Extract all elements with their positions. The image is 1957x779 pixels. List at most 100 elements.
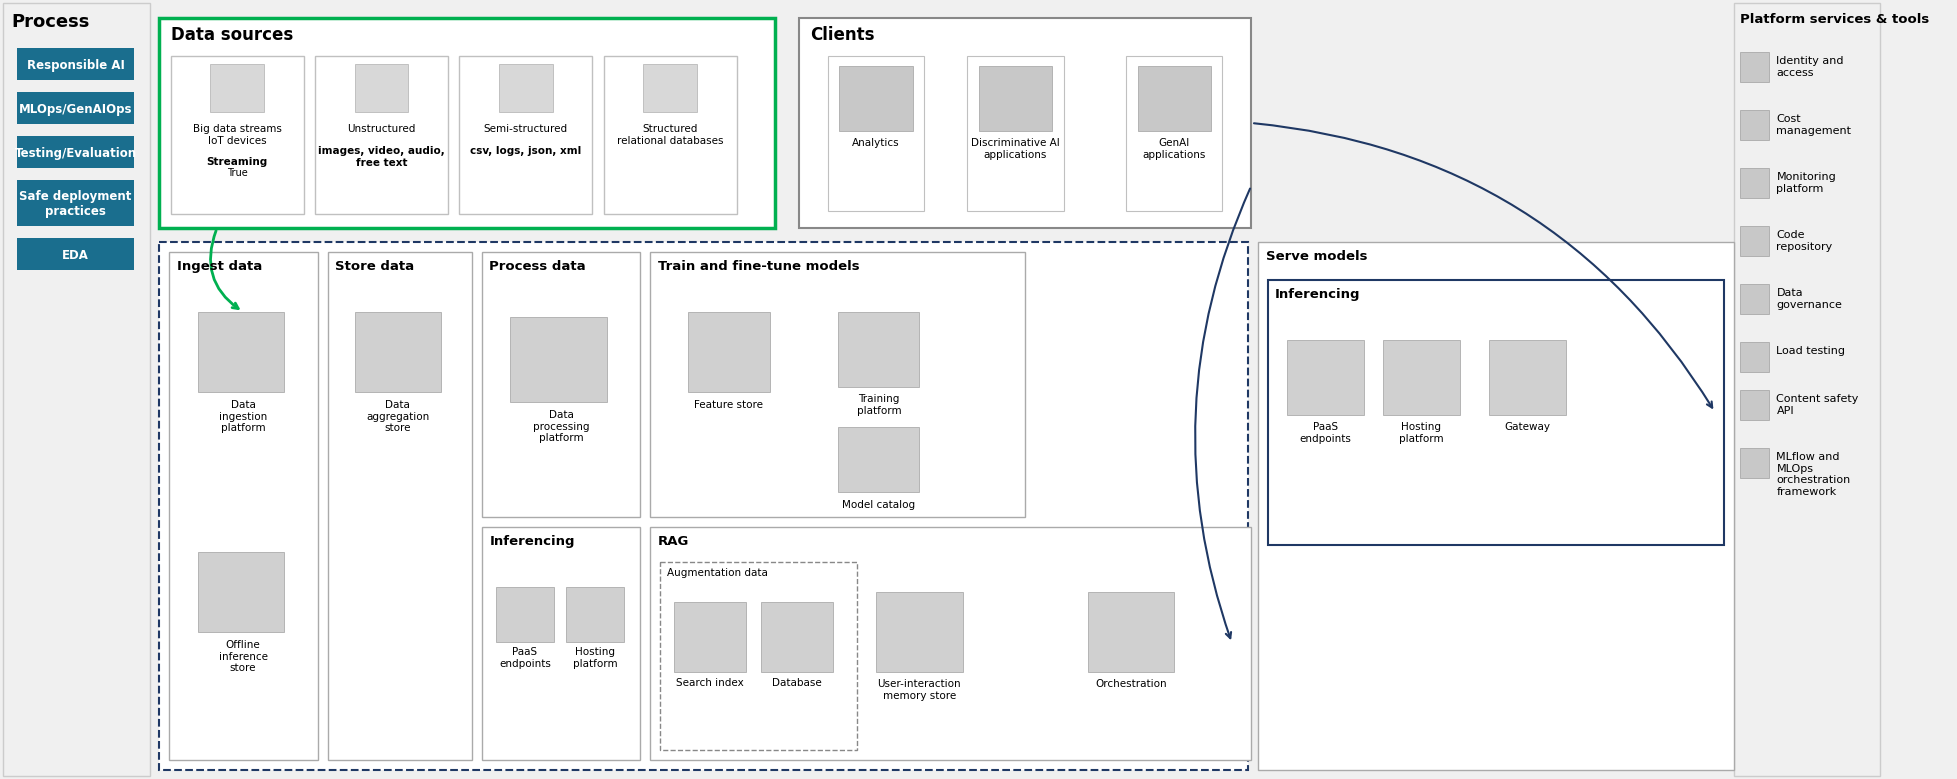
Text: Training
platform: Training platform (857, 394, 902, 416)
FancyBboxPatch shape (315, 56, 448, 214)
Text: GenAI
applications: GenAI applications (1143, 138, 1206, 160)
FancyBboxPatch shape (673, 602, 746, 672)
Text: Hosting
platform: Hosting platform (1399, 422, 1444, 443)
Text: Inferencing: Inferencing (489, 535, 575, 548)
FancyBboxPatch shape (1137, 66, 1211, 131)
FancyBboxPatch shape (198, 312, 284, 392)
FancyBboxPatch shape (566, 587, 624, 642)
Text: Unstructured: Unstructured (348, 124, 415, 146)
FancyBboxPatch shape (18, 238, 135, 270)
FancyBboxPatch shape (761, 602, 834, 672)
Text: Augmentation data: Augmentation data (667, 568, 769, 578)
FancyBboxPatch shape (1088, 592, 1174, 672)
Text: Discriminative AI
applications: Discriminative AI applications (971, 138, 1061, 160)
Text: Big data streams
IoT devices: Big data streams IoT devices (194, 124, 282, 157)
FancyBboxPatch shape (838, 312, 920, 387)
Text: Platform services & tools: Platform services & tools (1740, 13, 1930, 26)
Text: Code
repository: Code repository (1777, 230, 1832, 252)
FancyBboxPatch shape (460, 56, 593, 214)
FancyBboxPatch shape (327, 252, 472, 760)
Text: Hosting
platform: Hosting platform (573, 647, 618, 668)
FancyBboxPatch shape (978, 66, 1053, 131)
FancyBboxPatch shape (1740, 390, 1769, 420)
FancyBboxPatch shape (1740, 168, 1769, 198)
FancyBboxPatch shape (1288, 340, 1364, 415)
FancyBboxPatch shape (354, 64, 409, 112)
Text: Data
aggregation
store: Data aggregation store (366, 400, 429, 433)
Text: Feature store: Feature store (695, 400, 763, 410)
Text: Data sources: Data sources (170, 26, 294, 44)
FancyBboxPatch shape (650, 527, 1251, 760)
Text: Load testing: Load testing (1777, 346, 1845, 356)
FancyBboxPatch shape (605, 56, 736, 214)
FancyBboxPatch shape (877, 592, 963, 672)
Text: MLOps/GenAIOps: MLOps/GenAIOps (20, 103, 133, 115)
Text: True: True (227, 168, 249, 178)
FancyBboxPatch shape (660, 562, 857, 750)
FancyBboxPatch shape (1740, 284, 1769, 314)
Text: Streaming: Streaming (207, 157, 268, 167)
FancyBboxPatch shape (828, 56, 924, 211)
Text: Database: Database (773, 678, 822, 688)
FancyBboxPatch shape (1734, 3, 1881, 776)
FancyBboxPatch shape (1258, 242, 1734, 770)
FancyBboxPatch shape (159, 242, 1249, 770)
FancyBboxPatch shape (1740, 226, 1769, 256)
Text: Search index: Search index (675, 678, 744, 688)
Text: Model catalog: Model catalog (842, 500, 916, 510)
Text: Identity and
access: Identity and access (1777, 56, 1843, 78)
Text: Gateway: Gateway (1505, 422, 1550, 432)
Text: PaaS
endpoints: PaaS endpoints (1299, 422, 1350, 443)
FancyBboxPatch shape (170, 56, 303, 214)
Text: Monitoring
platform: Monitoring platform (1777, 172, 1836, 194)
FancyBboxPatch shape (481, 527, 640, 760)
FancyBboxPatch shape (1740, 448, 1769, 478)
Text: Cost
management: Cost management (1777, 114, 1851, 136)
FancyBboxPatch shape (1740, 342, 1769, 372)
Text: Process: Process (12, 13, 90, 31)
FancyBboxPatch shape (4, 3, 151, 776)
FancyBboxPatch shape (495, 587, 554, 642)
Text: Inferencing: Inferencing (1276, 288, 1360, 301)
Text: Semi-structured: Semi-structured (483, 124, 568, 146)
Text: Safe deployment
practices: Safe deployment practices (20, 190, 131, 218)
Text: Analytics: Analytics (851, 138, 900, 148)
Text: images, video, audio,
free text: images, video, audio, free text (319, 146, 444, 167)
FancyBboxPatch shape (1125, 56, 1223, 211)
FancyBboxPatch shape (689, 312, 771, 392)
Text: Structured
relational databases: Structured relational databases (616, 124, 724, 146)
FancyBboxPatch shape (1384, 340, 1460, 415)
FancyBboxPatch shape (18, 136, 135, 168)
Text: RAG: RAG (658, 535, 689, 548)
Text: Ingest data: Ingest data (176, 260, 262, 273)
FancyBboxPatch shape (198, 552, 284, 632)
FancyBboxPatch shape (838, 427, 920, 492)
Text: Data
processing
platform: Data processing platform (532, 410, 589, 443)
FancyBboxPatch shape (481, 252, 640, 517)
Text: Responsible AI: Responsible AI (27, 58, 125, 72)
FancyBboxPatch shape (1268, 280, 1724, 545)
Text: User-interaction
memory store: User-interaction memory store (877, 679, 961, 700)
Text: Train and fine-tune models: Train and fine-tune models (658, 260, 859, 273)
Text: Data
governance: Data governance (1777, 288, 1842, 309)
FancyBboxPatch shape (18, 180, 135, 226)
Text: EDA: EDA (63, 249, 90, 262)
Text: Content safety
API: Content safety API (1777, 394, 1859, 416)
Text: Store data: Store data (335, 260, 415, 273)
FancyBboxPatch shape (511, 317, 607, 402)
FancyBboxPatch shape (650, 252, 1025, 517)
Text: PaaS
endpoints: PaaS endpoints (499, 647, 550, 668)
FancyBboxPatch shape (354, 312, 440, 392)
FancyBboxPatch shape (168, 252, 319, 760)
FancyBboxPatch shape (1489, 340, 1566, 415)
FancyBboxPatch shape (159, 18, 775, 228)
Text: Testing/Evaluation: Testing/Evaluation (14, 146, 137, 160)
Text: Orchestration: Orchestration (1096, 679, 1166, 689)
Text: MLflow and
MLOps
orchestration
framework: MLflow and MLOps orchestration framework (1777, 452, 1851, 497)
FancyBboxPatch shape (1740, 52, 1769, 82)
FancyBboxPatch shape (1740, 110, 1769, 140)
Text: Serve models: Serve models (1266, 250, 1368, 263)
FancyBboxPatch shape (209, 64, 264, 112)
Text: Data
ingestion
platform: Data ingestion platform (219, 400, 268, 433)
Text: Process data: Process data (489, 260, 585, 273)
